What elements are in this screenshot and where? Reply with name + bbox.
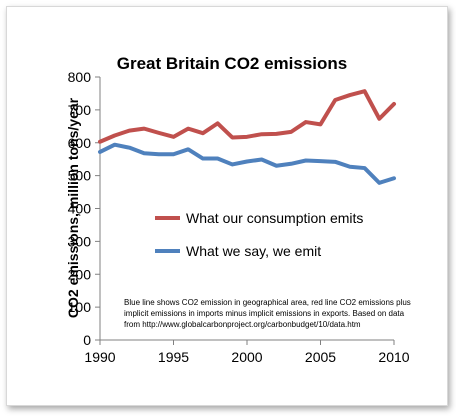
y-tick-label: 100	[68, 299, 92, 315]
legend-label-1: What we say, we emit	[186, 243, 321, 259]
legend: What our consumption emits What we say, w…	[155, 210, 363, 259]
series-lines	[98, 89, 396, 185]
legend-label-0: What our consumption emits	[186, 210, 363, 226]
source-note-line: implicit emissions in imports minus impl…	[124, 309, 405, 318]
source-note: Blue line shows CO2 emission in geograph…	[124, 298, 411, 329]
y-tick-label: 700	[68, 102, 92, 118]
axes	[95, 76, 395, 345]
y-tick-label: 800	[68, 69, 92, 85]
x-tick-label: 2010	[378, 349, 409, 365]
tick-labels: 0 100 200 300 400 500 600 700 800 1990 1995 2000 200…	[68, 69, 410, 365]
y-tick-label: 200	[68, 266, 92, 282]
y-tick-label: 0	[83, 332, 91, 348]
y-tick-label: 600	[68, 135, 92, 151]
x-tick-label: 2005	[305, 349, 336, 365]
series-line-0	[98, 89, 396, 144]
y-tick-label: 500	[68, 168, 92, 184]
y-tick-label: 300	[68, 233, 92, 249]
source-note-line: from http://www.globalcarbonproject.org/…	[124, 320, 361, 329]
x-tick-label: 1990	[84, 349, 115, 365]
x-tick-label: 1995	[158, 349, 189, 365]
chart-frame	[6, 6, 448, 406]
source-note-line: Blue line shows CO2 emission in geograph…	[124, 298, 411, 307]
y-tick-label: 400	[68, 201, 92, 217]
y-axis-label: CO2 emissions, million tons/year	[65, 97, 81, 318]
chart-title: Great Britain CO2 emissions	[117, 54, 348, 73]
x-tick-label: 2000	[231, 349, 262, 365]
series-line-1	[98, 142, 396, 185]
